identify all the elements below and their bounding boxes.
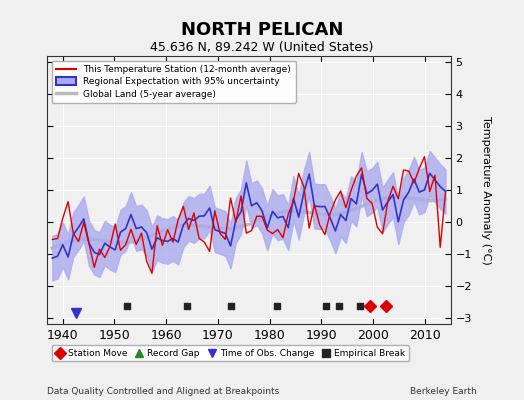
Text: Data Quality Controlled and Aligned at Breakpoints: Data Quality Controlled and Aligned at B… (47, 387, 279, 396)
Text: Berkeley Earth: Berkeley Earth (410, 387, 477, 396)
Legend: This Temperature Station (12-month average), Regional Expectation with 95% uncer: This Temperature Station (12-month avera… (52, 60, 296, 103)
Text: NORTH PELICAN: NORTH PELICAN (181, 21, 343, 39)
Y-axis label: Temperature Anomaly (°C): Temperature Anomaly (°C) (482, 116, 492, 264)
Text: 45.636 N, 89.242 W (United States): 45.636 N, 89.242 W (United States) (150, 42, 374, 54)
Legend: Station Move, Record Gap, Time of Obs. Change, Empirical Break: Station Move, Record Gap, Time of Obs. C… (52, 345, 409, 362)
